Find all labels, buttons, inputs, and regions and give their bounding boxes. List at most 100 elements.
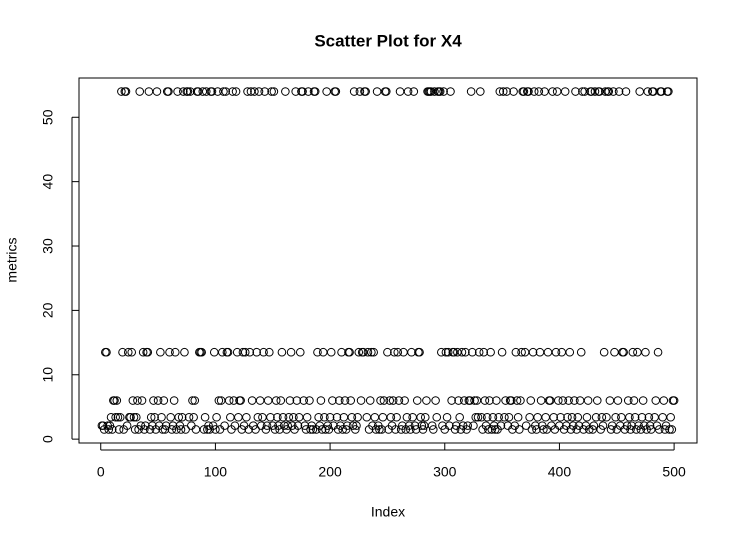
- point: [212, 412, 221, 422]
- point: [560, 87, 570, 96]
- point: [254, 87, 264, 96]
- point: [320, 412, 329, 422]
- point: [341, 425, 351, 434]
- point: [204, 421, 213, 430]
- point: [517, 347, 526, 357]
- point: [582, 412, 592, 422]
- point: [260, 87, 270, 96]
- point: [469, 421, 478, 430]
- point: [243, 87, 252, 96]
- point: [265, 347, 274, 357]
- point: [267, 87, 276, 96]
- point: [289, 412, 298, 422]
- point: [140, 425, 149, 434]
- point: [497, 347, 507, 357]
- point: [480, 396, 490, 405]
- point: [259, 347, 268, 357]
- point: [113, 412, 123, 422]
- point: [454, 396, 463, 405]
- point: [529, 87, 539, 96]
- point: [177, 412, 187, 422]
- point: [157, 412, 166, 422]
- point: [512, 396, 522, 405]
- point: [660, 425, 670, 434]
- point: [314, 412, 323, 422]
- point: [420, 412, 430, 422]
- point: [528, 347, 538, 357]
- point: [428, 425, 438, 434]
- point: [231, 87, 241, 96]
- point: [363, 347, 373, 357]
- point: [583, 396, 593, 405]
- point: [240, 347, 250, 357]
- point: [189, 412, 198, 422]
- point: [352, 421, 361, 430]
- point: [126, 412, 135, 422]
- point: [107, 425, 117, 434]
- point: [417, 421, 427, 430]
- point: [659, 396, 669, 405]
- point: [261, 425, 271, 434]
- point: [392, 412, 401, 422]
- point: [349, 87, 359, 96]
- point: [286, 347, 296, 357]
- point: [602, 412, 611, 422]
- point: [121, 87, 131, 96]
- point: [462, 425, 471, 434]
- point: [381, 87, 391, 96]
- point: [506, 396, 516, 405]
- point: [184, 412, 194, 422]
- point: [623, 396, 633, 405]
- point: [471, 412, 481, 422]
- point: [228, 87, 237, 96]
- x-axis-label: Index: [371, 504, 405, 520]
- point: [153, 396, 163, 405]
- point: [511, 347, 521, 357]
- point: [214, 396, 224, 405]
- x-tick-label: 400: [548, 464, 572, 480]
- point: [331, 87, 341, 96]
- point: [628, 347, 638, 357]
- point: [98, 421, 108, 430]
- point: [539, 425, 548, 434]
- point: [432, 412, 442, 422]
- point: [224, 396, 234, 405]
- point: [657, 87, 666, 96]
- point: [293, 421, 303, 430]
- point: [393, 347, 403, 357]
- point: [346, 396, 356, 405]
- point: [641, 347, 650, 357]
- point: [156, 347, 165, 357]
- point: [476, 87, 485, 96]
- point: [111, 412, 120, 422]
- point: [502, 87, 511, 96]
- point: [467, 347, 477, 357]
- point: [455, 412, 464, 422]
- point: [183, 87, 193, 96]
- point: [531, 421, 540, 430]
- point: [457, 347, 467, 357]
- point: [165, 347, 174, 357]
- point: [313, 347, 322, 357]
- point: [181, 425, 190, 434]
- y-tick-label: 50: [40, 109, 56, 125]
- point: [415, 347, 424, 357]
- y-tick-label: 0: [40, 435, 56, 443]
- point: [446, 87, 455, 96]
- point: [598, 421, 608, 430]
- point: [484, 425, 493, 434]
- point: [308, 425, 318, 434]
- point: [431, 396, 440, 405]
- point: [345, 347, 354, 357]
- point: [219, 87, 228, 96]
- point: [173, 87, 182, 96]
- point: [597, 412, 607, 422]
- point: [304, 87, 313, 96]
- point: [236, 396, 245, 405]
- point: [161, 421, 171, 430]
- point: [201, 87, 211, 96]
- point: [104, 425, 114, 434]
- point: [563, 412, 572, 422]
- y-tick-label: 20: [40, 302, 56, 318]
- point: [271, 396, 281, 405]
